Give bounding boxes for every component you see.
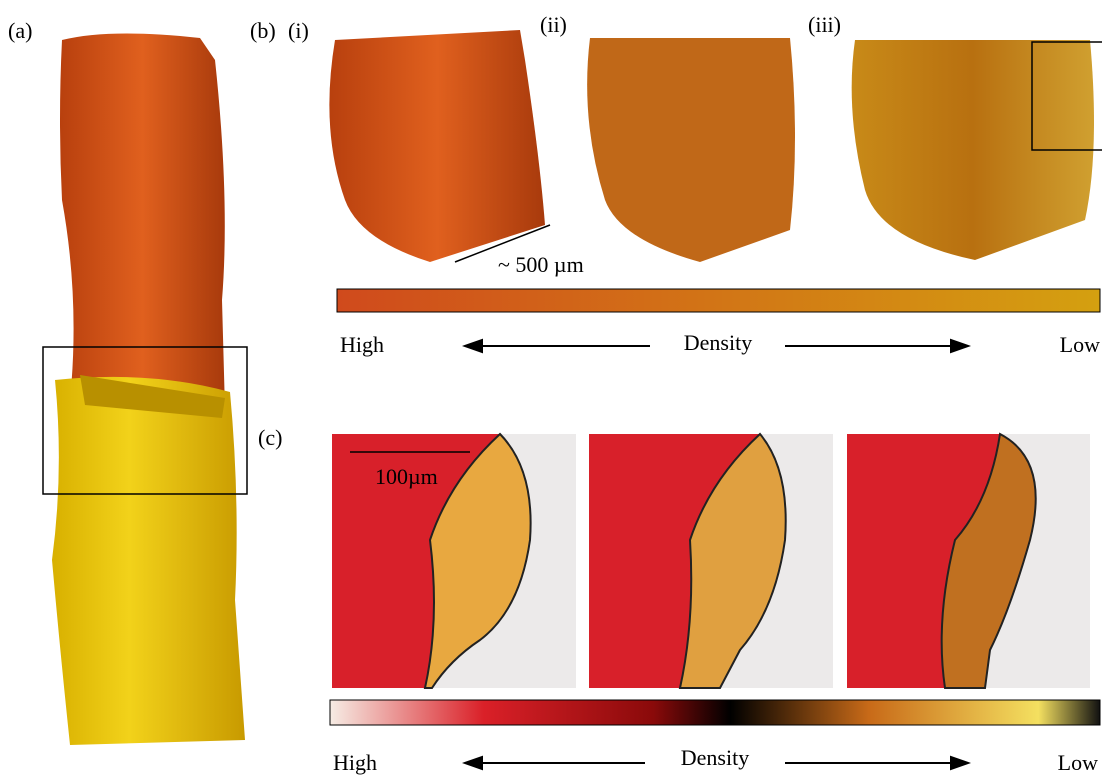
scale-bar xyxy=(454,224,551,263)
panel-label: (c) xyxy=(258,425,282,450)
sublabel: (ii) xyxy=(540,12,567,37)
slices xyxy=(332,432,1090,689)
colorbar-label: High xyxy=(333,750,377,775)
colorbar-label: Low xyxy=(1060,332,1100,357)
panel-label: (b) xyxy=(250,18,276,43)
scale-label: 100µm xyxy=(375,464,438,489)
colorbar-label: High xyxy=(340,332,384,357)
colorbar xyxy=(329,699,1101,726)
render-i xyxy=(329,30,545,262)
column-render xyxy=(52,33,245,745)
colorbar-label: Density xyxy=(684,330,752,355)
sublabel: (i) xyxy=(288,18,309,43)
zoom-box xyxy=(1031,41,1102,151)
render-ii xyxy=(587,38,795,262)
arrows xyxy=(461,755,972,771)
arrows xyxy=(461,338,972,354)
colorbar-label: Density xyxy=(681,745,749,770)
sublabel: (iii) xyxy=(808,12,841,37)
zoom-box xyxy=(42,346,248,495)
colorbar-label: Low xyxy=(1058,750,1098,775)
render-iii xyxy=(851,40,1094,260)
colorbar xyxy=(336,288,1101,313)
panel-label: (a) xyxy=(8,18,32,43)
scale-label: ~ 500 µm xyxy=(498,252,584,277)
